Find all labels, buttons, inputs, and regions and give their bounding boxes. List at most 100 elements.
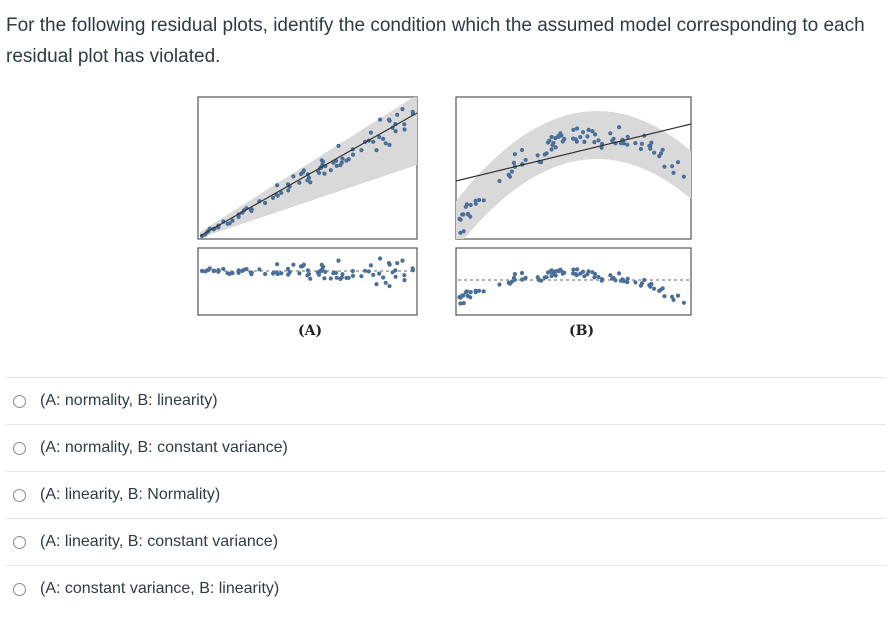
data-point	[571, 136, 576, 141]
answer-option-5[interactable]: (A: constant variance, B: linearity)	[6, 565, 886, 612]
data-point	[236, 214, 241, 220]
residual-point	[270, 271, 276, 276]
residual-point	[336, 258, 341, 263]
data-point	[334, 163, 339, 168]
data-point	[599, 145, 604, 150]
answer-option-4[interactable]: (A: linearity, B: constant variance)	[6, 518, 886, 565]
residual-point	[315, 270, 320, 275]
residual-point	[593, 271, 598, 277]
residual-point	[465, 293, 470, 299]
residual-point	[658, 287, 664, 292]
radio-button[interactable]	[13, 394, 26, 408]
residual-point	[652, 286, 657, 291]
residual-point	[610, 276, 615, 281]
residual-point	[551, 271, 556, 276]
data-point	[270, 195, 276, 200]
data-point	[592, 140, 597, 145]
residual-point	[275, 271, 280, 277]
data-point	[660, 147, 665, 152]
data-point	[553, 145, 558, 150]
data-point	[649, 140, 654, 145]
data-point	[610, 138, 615, 143]
residual-point	[248, 270, 253, 275]
answer-label: (A: normality, B: constant variance)	[40, 439, 288, 456]
residual-point	[461, 301, 466, 306]
data-point	[560, 139, 565, 144]
residual-point	[681, 300, 687, 305]
residual-point	[323, 269, 328, 274]
radio-button[interactable]	[13, 535, 26, 549]
data-point	[322, 171, 327, 176]
data-point	[652, 150, 657, 155]
residual-point	[596, 274, 601, 280]
residual-point	[477, 288, 482, 293]
data-point	[578, 135, 583, 140]
data-point	[393, 129, 398, 134]
data-point	[381, 136, 386, 141]
data-point	[383, 141, 388, 146]
residual-point	[216, 269, 221, 274]
answer-option-3[interactable]: (A: linearity, B: Normality)	[6, 471, 886, 518]
data-point	[618, 141, 624, 146]
residual-point	[346, 275, 351, 280]
data-point	[321, 159, 326, 164]
residual-point	[386, 261, 392, 266]
data-point	[400, 107, 405, 112]
data-point	[681, 174, 687, 179]
data-point	[593, 132, 598, 137]
residual-point	[331, 271, 336, 276]
data-point	[465, 212, 470, 217]
data-point	[549, 147, 554, 152]
data-point	[671, 170, 676, 175]
data-point	[275, 193, 280, 198]
residual-point	[236, 270, 241, 275]
residual-point	[621, 279, 627, 284]
residual-point	[458, 301, 463, 306]
residual-point	[395, 261, 400, 266]
residual-point	[547, 269, 552, 274]
residual-point	[464, 289, 469, 294]
residual-plots-svg	[197, 96, 692, 316]
residual-point	[221, 266, 226, 272]
residual-point	[381, 275, 386, 280]
data-point	[575, 126, 580, 131]
panel-b	[455, 96, 692, 316]
residual-point	[473, 288, 478, 293]
answer-label: (A: linearity, B: Normality)	[40, 486, 221, 503]
data-point	[300, 170, 305, 175]
data-point	[225, 221, 230, 226]
radio-button[interactable]	[13, 488, 26, 502]
residual-point	[617, 271, 622, 276]
data-point	[590, 129, 595, 134]
residual-point	[390, 270, 395, 275]
residual-point	[320, 267, 325, 272]
radio-button[interactable]	[13, 582, 26, 596]
residual-point	[586, 269, 591, 274]
data-point	[402, 122, 407, 127]
residual-point	[507, 281, 513, 286]
panel-b-band-group	[456, 111, 691, 239]
data-point	[468, 202, 473, 208]
data-point	[617, 125, 622, 130]
residual-point	[574, 273, 579, 278]
data-point	[340, 156, 345, 161]
radio-button[interactable]	[13, 441, 26, 455]
data-point	[549, 134, 554, 140]
residual-point	[648, 283, 653, 288]
residual-point	[275, 262, 280, 267]
data-point	[461, 229, 466, 234]
residual-point	[359, 274, 364, 279]
data-point	[286, 188, 291, 193]
residual-point	[520, 277, 525, 282]
data-point	[658, 151, 664, 156]
residual-point	[286, 272, 291, 277]
answer-option-1[interactable]: (A: normality, B: linearity)	[6, 377, 886, 424]
data-point	[368, 130, 373, 135]
panel-b-points	[457, 125, 687, 235]
data-point	[621, 141, 627, 146]
residual-point	[560, 271, 565, 276]
data-point	[386, 117, 392, 122]
data-point	[477, 197, 482, 203]
residual-point	[334, 275, 339, 280]
answer-option-2[interactable]: (A: normality, B: constant variance)	[6, 424, 886, 471]
